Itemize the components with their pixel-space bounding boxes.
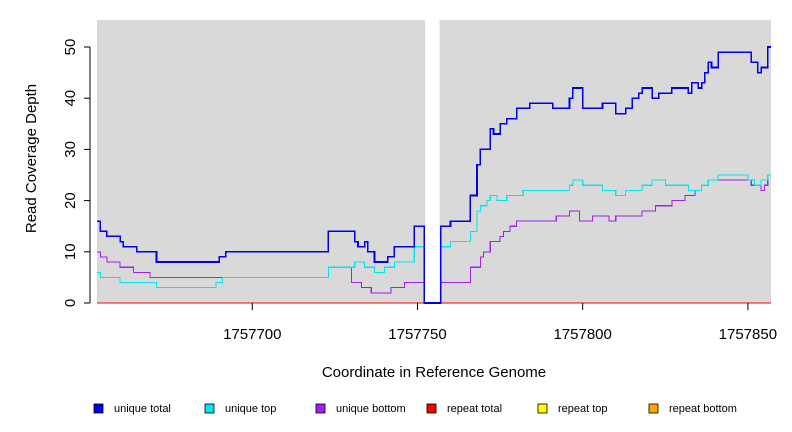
- legend-item-repeat-top: repeat top: [537, 403, 608, 415]
- legend-label: unique total: [114, 403, 171, 415]
- series-line-unique-total: [97, 46, 771, 304]
- x-tick-label: 1757700: [223, 326, 281, 343]
- legend-swatch: [93, 403, 104, 414]
- legend-item-repeat-bottom: repeat bottom: [648, 403, 737, 415]
- legend-swatch: [426, 403, 437, 414]
- legend-swatch: [537, 403, 548, 414]
- legend-swatch: [648, 403, 659, 414]
- x-axis-title: Coordinate in Reference Genome: [322, 364, 546, 381]
- legend-item-unique-top: unique top: [204, 403, 276, 415]
- y-tick-label: 30: [62, 141, 79, 158]
- y-axis: 0 10 20 30 40 50: [62, 39, 91, 307]
- x-tick-label: 1757850: [719, 326, 777, 343]
- legend-item-repeat-total: repeat total: [426, 403, 502, 415]
- y-tick-label: 40: [62, 90, 79, 107]
- legend-item-unique-total: unique total: [93, 403, 171, 415]
- x-tick-label: 1757800: [553, 326, 611, 343]
- legend-label: unique bottom: [336, 403, 406, 415]
- y-axis-title: Read Coverage Depth: [23, 84, 40, 233]
- x-tick-label: 1757750: [388, 326, 446, 343]
- legend-label: unique top: [225, 403, 276, 415]
- series-line-unique-top: [97, 174, 771, 304]
- legend: unique total unique top unique bottom repea…: [93, 403, 737, 415]
- y-tick-label: 50: [62, 39, 79, 56]
- legend-label: repeat top: [558, 403, 608, 415]
- y-tick-label: 10: [62, 243, 79, 260]
- y-tick-label: 20: [62, 192, 79, 209]
- legend-label: repeat total: [447, 403, 502, 415]
- legend-swatch: [204, 403, 215, 414]
- legend-label: repeat bottom: [669, 403, 737, 415]
- gap-region: [425, 20, 440, 303]
- series-layer: [97, 46, 771, 304]
- x-axis: 1757700 1757750 1757800 1757850: [223, 303, 777, 343]
- legend-swatch: [315, 403, 326, 414]
- y-tick-label: 0: [62, 299, 79, 307]
- legend-item-unique-bottom: unique bottom: [315, 403, 406, 415]
- series-line-unique-bottom: [97, 174, 771, 304]
